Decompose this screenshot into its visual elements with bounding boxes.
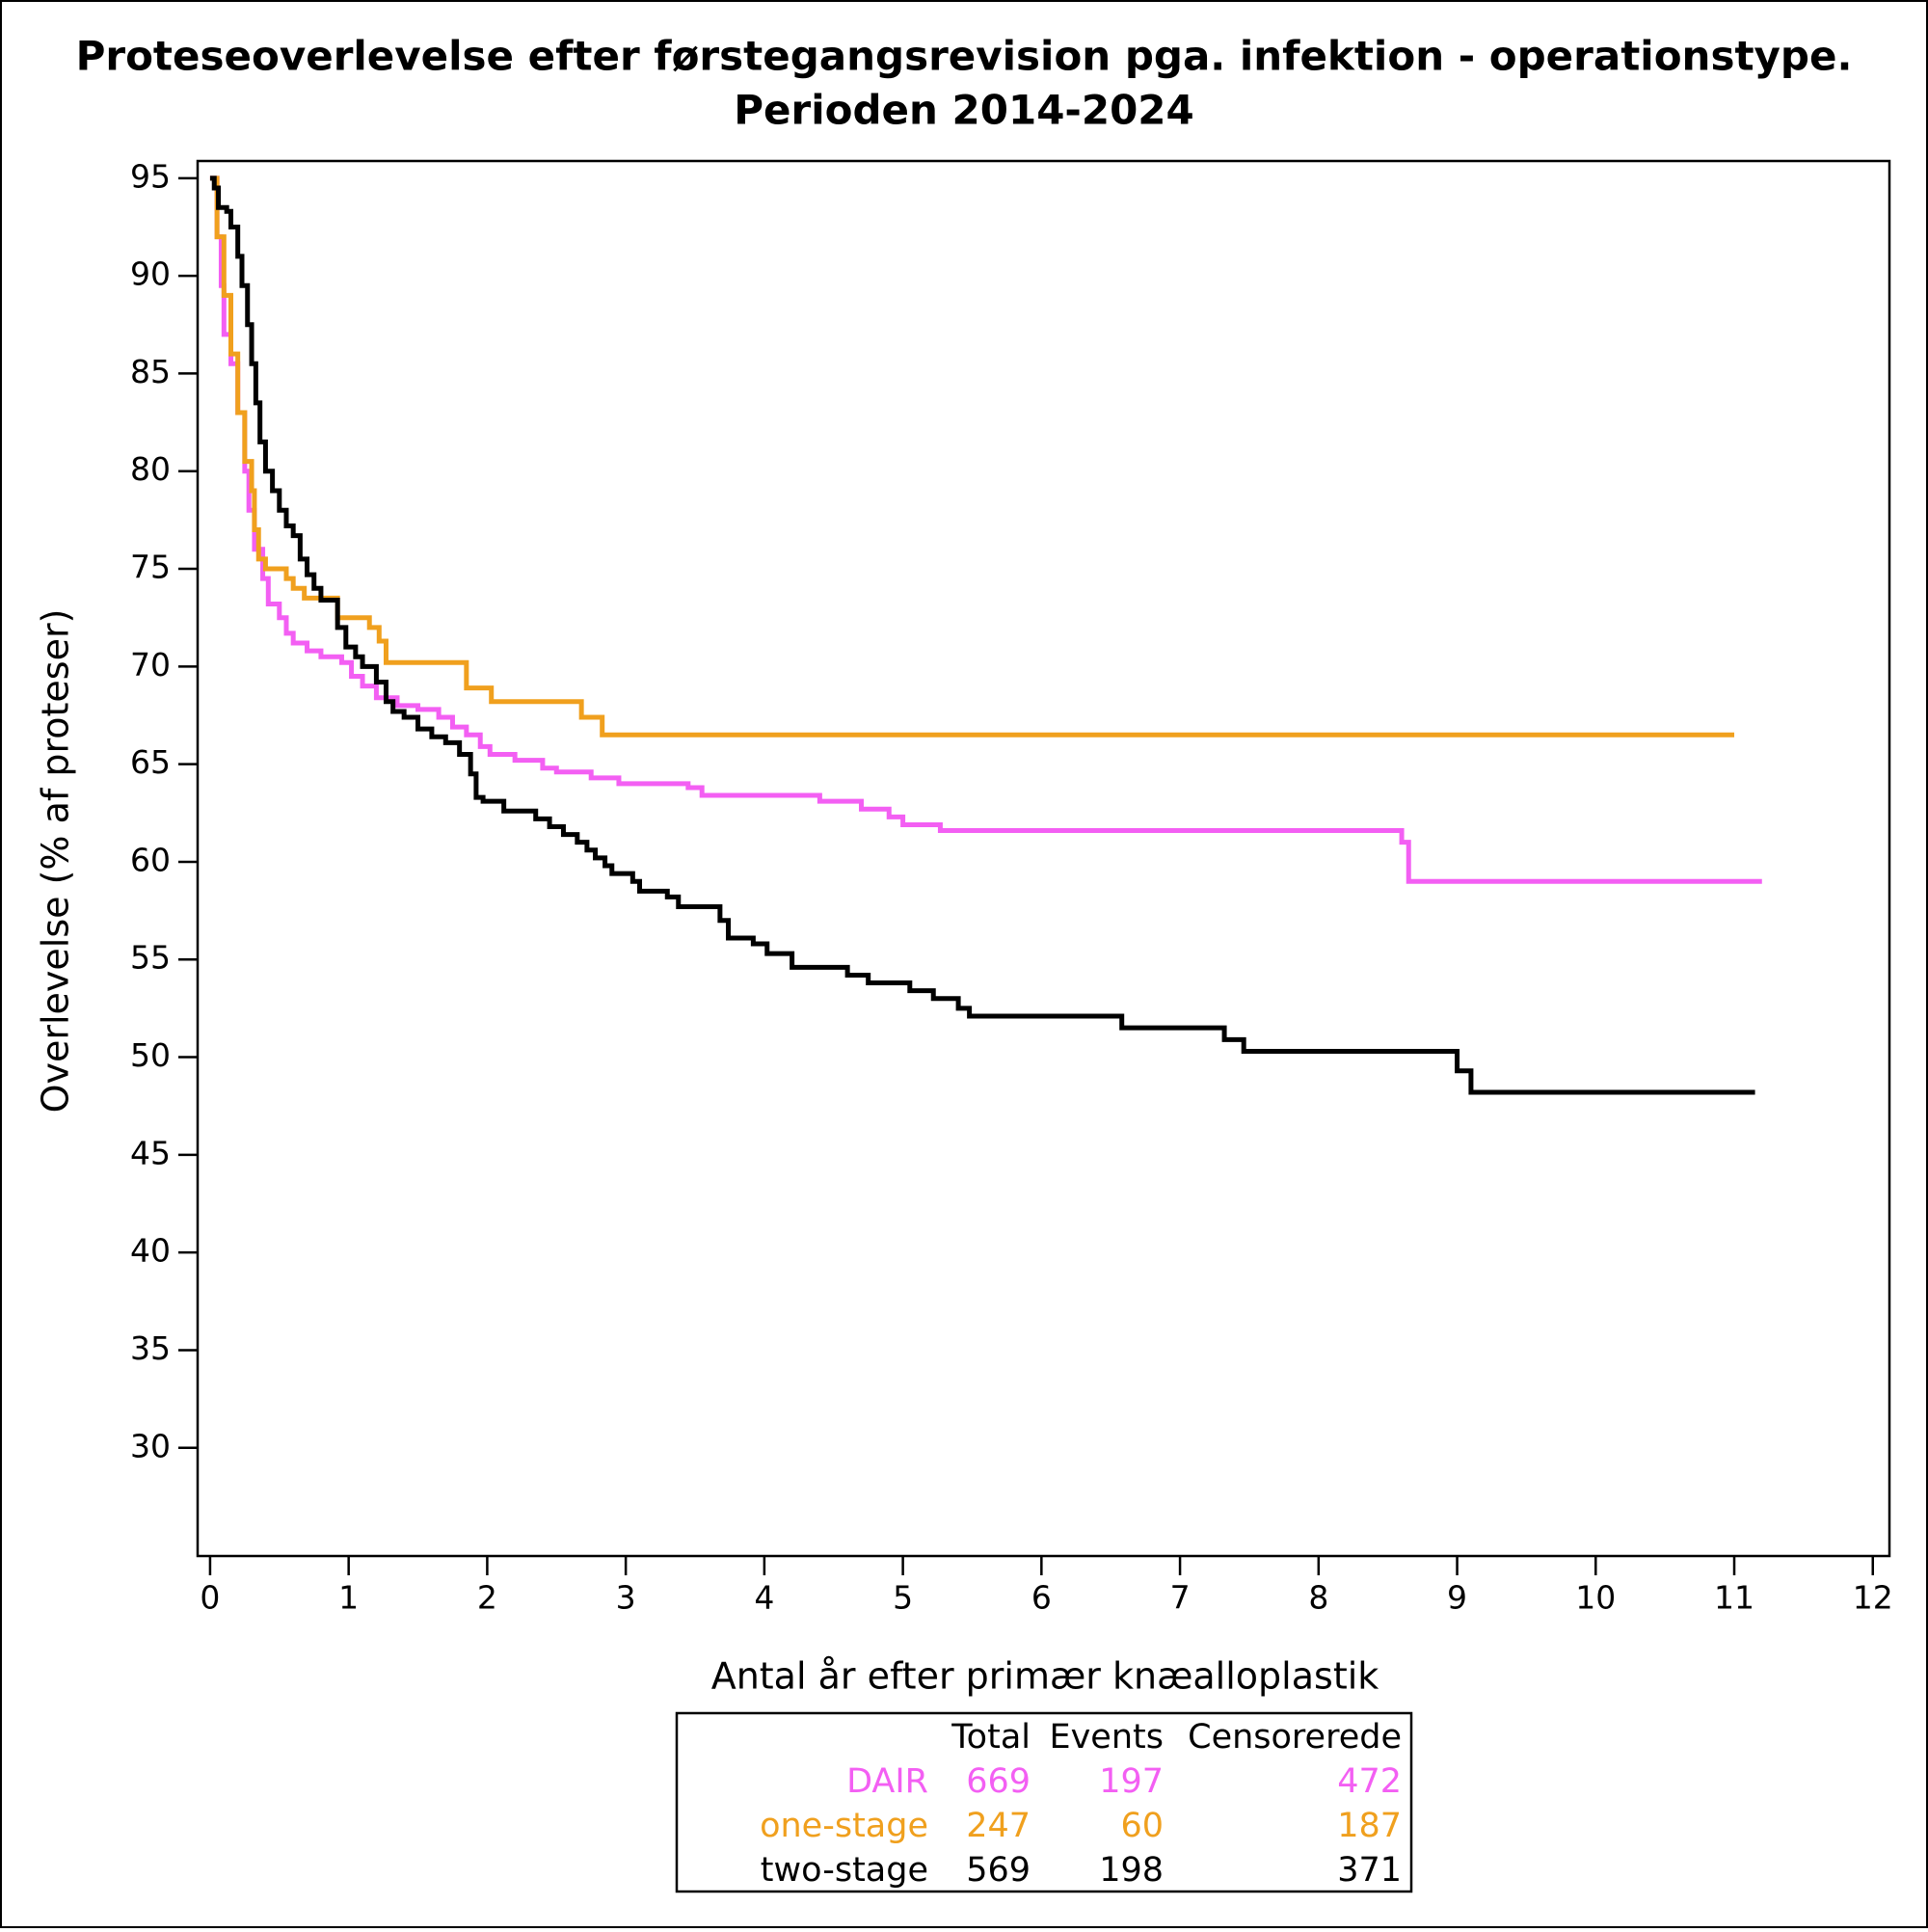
x-tick-label: 1 <box>338 1579 359 1617</box>
y-tick-label: 75 <box>130 549 171 586</box>
y-tick-label: 70 <box>130 646 171 684</box>
legend-entry: one-stage <box>760 1807 928 1845</box>
legend-value: 198 <box>1099 1851 1164 1890</box>
legend-value: 60 <box>1120 1807 1164 1845</box>
y-tick-label: 40 <box>130 1232 171 1270</box>
x-tick-label: 7 <box>1170 1579 1191 1617</box>
x-tick-label: 4 <box>754 1579 774 1617</box>
legend-value: 197 <box>1099 1762 1164 1801</box>
x-tick-label: 2 <box>477 1579 497 1617</box>
x-tick-label: 9 <box>1447 1579 1467 1617</box>
y-tick-label: 95 <box>130 157 171 195</box>
x-tick-label: 5 <box>893 1579 913 1617</box>
legend-header: Events <box>1049 1718 1164 1757</box>
legend-header: Total <box>951 1718 1031 1757</box>
x-tick-label: 12 <box>1853 1579 1893 1617</box>
y-tick-label: 45 <box>130 1134 171 1171</box>
survival-curve <box>209 175 1762 884</box>
x-tick-label: 11 <box>1714 1579 1754 1617</box>
legend-header: Censorerede <box>1188 1718 1402 1757</box>
y-tick-label: 30 <box>130 1427 171 1464</box>
x-tick-label: 0 <box>200 1579 220 1617</box>
legend-value: 569 <box>966 1851 1031 1890</box>
y-tick-label: 55 <box>130 939 171 977</box>
chart-title: Proteseoverlevelse efter førstegangsrevi… <box>76 33 1853 80</box>
y-tick-label: 90 <box>130 255 171 293</box>
y-tick-label: 85 <box>130 353 171 390</box>
y-tick-label: 35 <box>130 1329 171 1367</box>
x-tick-label: 6 <box>1031 1579 1052 1617</box>
y-tick-label: 60 <box>130 841 171 878</box>
y-tick-label: 80 <box>130 450 171 488</box>
plot-frame <box>196 159 1891 1558</box>
legend-value: 472 <box>1337 1762 1402 1801</box>
y-axis-label: Overlevelse (% af proteser) <box>35 609 77 1114</box>
x-tick-label: 10 <box>1575 1579 1616 1617</box>
legend-box <box>675 1711 1413 1893</box>
legend-value: 371 <box>1337 1851 1402 1890</box>
survival-curve <box>209 175 1735 738</box>
legend-entry: two-stage <box>761 1851 928 1890</box>
legend-value: 187 <box>1337 1807 1402 1845</box>
y-tick-label: 65 <box>130 743 171 781</box>
survival-curve <box>209 175 1755 1095</box>
chart-title: Perioden 2014-2024 <box>734 87 1194 134</box>
x-tick-label: 3 <box>616 1579 636 1617</box>
legend-value: 669 <box>966 1762 1031 1801</box>
x-tick-label: 8 <box>1308 1579 1328 1617</box>
x-axis-label: Antal år efter primær knæalloplastik <box>711 1655 1379 1698</box>
y-tick-label: 50 <box>130 1036 171 1074</box>
legend-value: 247 <box>966 1807 1031 1845</box>
legend-entry: DAIR <box>846 1762 928 1801</box>
